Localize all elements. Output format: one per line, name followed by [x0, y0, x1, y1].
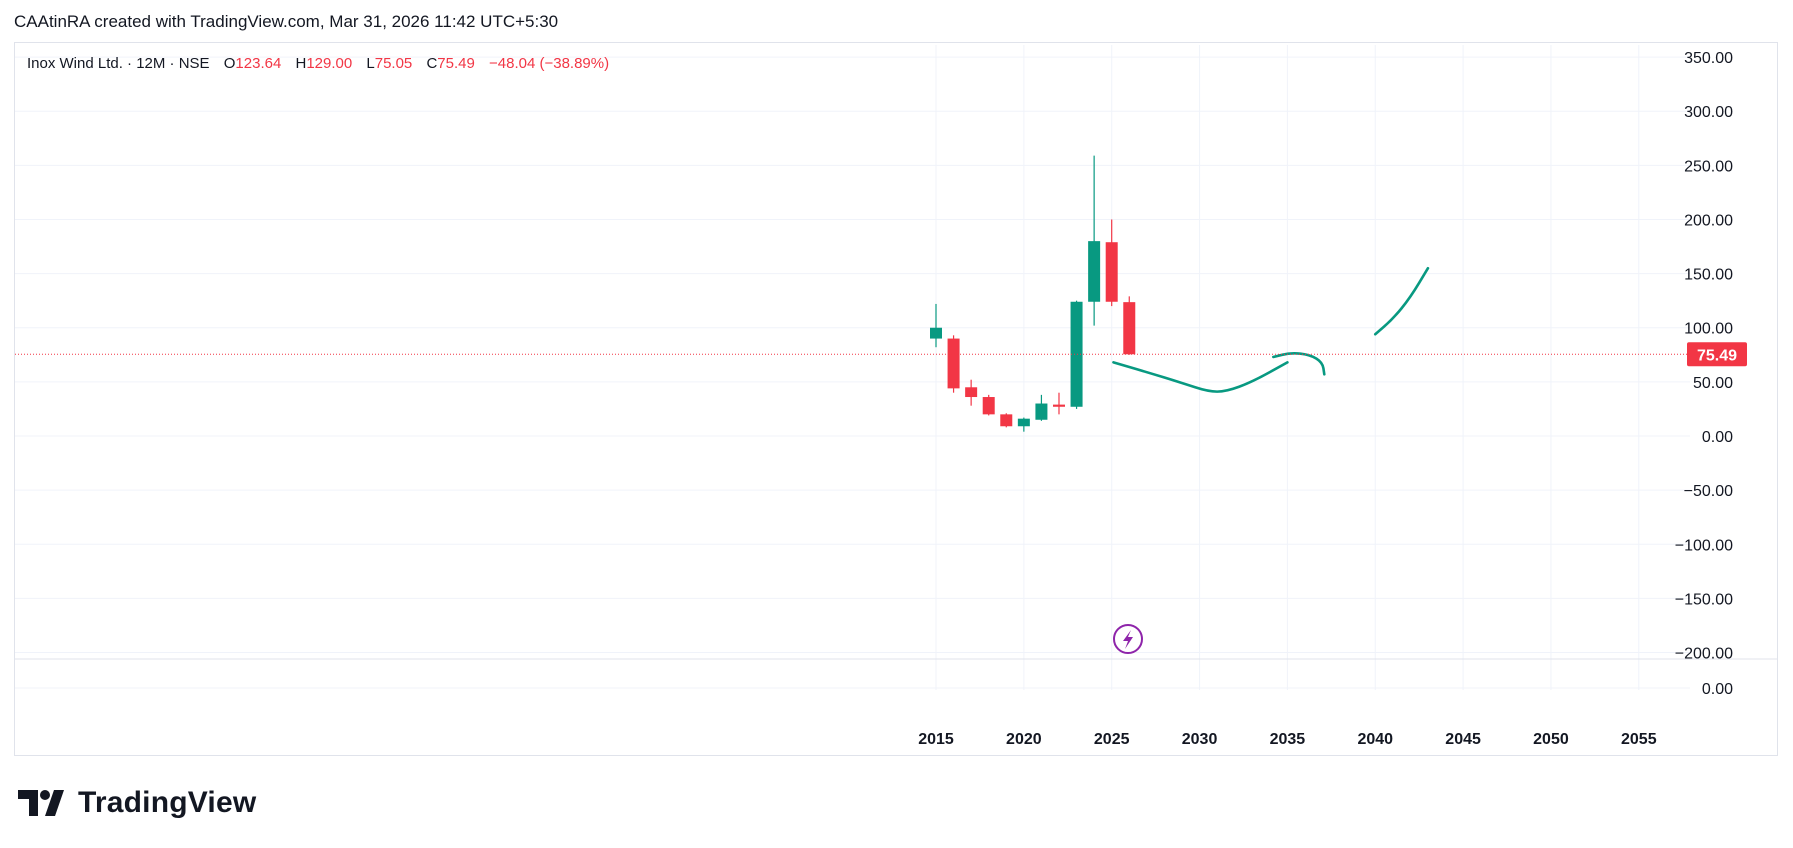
- candle: [1123, 296, 1136, 355]
- time-tick-label: 2020: [1006, 731, 1042, 748]
- chart-frame[interactable]: [14, 42, 1778, 756]
- candle-body: [1070, 301, 1083, 407]
- footer: TradingView: [18, 786, 256, 820]
- legend-high-value: 129.00: [306, 55, 353, 72]
- chart-attribution: CAAtinRA created with TradingView.com, M…: [14, 12, 559, 31]
- last-price-badge: [1687, 342, 1747, 367]
- price-tick-label: 50.00: [1693, 375, 1733, 392]
- time-tick-label: 2025: [1094, 731, 1130, 748]
- candle: [965, 379, 978, 406]
- price-tick-label: 200.00: [1684, 212, 1733, 229]
- legend-close-label: C: [426, 55, 438, 72]
- price-tick-label: −50.00: [1684, 483, 1733, 500]
- price-tick-label: −150.00: [1675, 591, 1733, 608]
- price-tick-label: 100.00: [1684, 321, 1733, 338]
- candle: [1070, 300, 1083, 409]
- candle: [947, 335, 960, 393]
- legend-close-value: 75.49: [437, 55, 475, 72]
- flash-icon-bolt: [1123, 630, 1133, 649]
- user-drawings[interactable]: [1112, 266, 1430, 393]
- legend-change: −48.04 (−38.89%): [489, 55, 610, 72]
- footer-brand: TradingView: [78, 786, 257, 819]
- legend-low-value: 75.05: [374, 55, 413, 72]
- candle-body: [1088, 241, 1101, 302]
- legend-high-label: H: [295, 55, 307, 72]
- flash-icon[interactable]: [1113, 624, 1143, 654]
- time-tick-label: 2055: [1621, 731, 1657, 748]
- price-tick-label: 150.00: [1684, 267, 1733, 284]
- candle: [1105, 219, 1118, 307]
- candle-body: [965, 387, 978, 398]
- candle-body: [1000, 414, 1013, 427]
- volume-tick-label: 0.00: [1702, 681, 1733, 698]
- candlestick-series: [930, 155, 1136, 432]
- legend-symbol[interactable]: Inox Wind Ltd. · 12M · NSE: [27, 55, 210, 72]
- time-axis[interactable]: 2015 2020 2025 2030 2035 2040 2045 2050 2055: [918, 731, 1656, 748]
- last-price-label: 75.49: [1697, 347, 1737, 364]
- symbol-legend: Inox Wind Ltd. · 12M · NSE O123.64 H129.…: [27, 55, 609, 72]
- candle-body: [1123, 302, 1136, 355]
- last-price-marker: 75.49: [15, 342, 1747, 367]
- candle: [1000, 413, 1013, 428]
- candle: [982, 394, 995, 416]
- candle-body: [1052, 404, 1065, 407]
- candle: [1035, 394, 1048, 421]
- legend-open-value: 123.64: [235, 55, 282, 72]
- candle-body: [1035, 403, 1048, 420]
- candle: [930, 303, 942, 348]
- price-axis[interactable]: 350.00 300.00 250.00 200.00 150.00 100.00 50.0…: [1675, 50, 1733, 662]
- legend-open-label: O: [223, 55, 236, 72]
- grid-lines: [15, 45, 1690, 690]
- candle-body: [1105, 242, 1118, 302]
- candle: [1052, 392, 1065, 415]
- candle-body: [930, 327, 942, 339]
- price-tick-label: 0.00: [1702, 429, 1733, 446]
- volume-pane: 0.00: [15, 658, 1777, 698]
- candle-body: [1017, 418, 1030, 427]
- brush-stroke[interactable]: [1272, 352, 1326, 376]
- candle: [1088, 155, 1101, 326]
- brush-stroke[interactable]: [1373, 266, 1430, 336]
- legend-low-label: L: [366, 55, 375, 72]
- price-tick-label: 300.00: [1684, 104, 1733, 121]
- tradingview-logo-icon: [18, 790, 64, 816]
- candle-body: [947, 338, 960, 389]
- time-tick-label: 2045: [1445, 731, 1481, 748]
- time-tick-label: 2030: [1182, 731, 1218, 748]
- time-tick-label: 2040: [1357, 731, 1393, 748]
- price-tick-label: −100.00: [1675, 537, 1733, 554]
- price-tick-label: 250.00: [1684, 158, 1733, 175]
- time-tick-label: 2015: [918, 731, 954, 748]
- candle-body: [982, 397, 995, 415]
- price-tick-label: −200.00: [1675, 646, 1733, 663]
- brush-stroke[interactable]: [1112, 361, 1289, 393]
- time-tick-label: 2050: [1533, 731, 1569, 748]
- price-tick-label: 350.00: [1684, 50, 1733, 67]
- candle: [1017, 417, 1030, 432]
- time-tick-label: 2035: [1270, 731, 1306, 748]
